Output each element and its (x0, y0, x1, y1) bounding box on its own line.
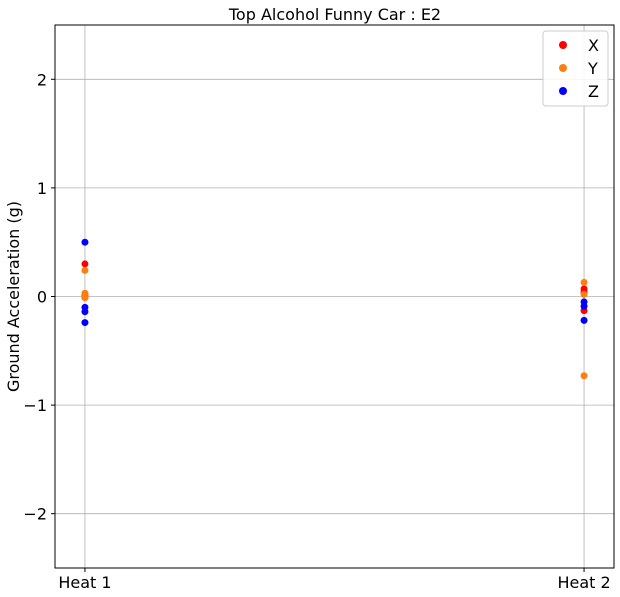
y-tick-label: 1 (37, 179, 47, 198)
point-y (580, 290, 588, 298)
legend-marker-z (559, 87, 567, 95)
point-z (81, 308, 89, 316)
point-z (580, 316, 588, 324)
axis-ticks: −2 −1 0 1 2 Heat 1 Heat 2 (23, 70, 610, 592)
legend-label-z: Z (588, 82, 599, 101)
y-axis-label: Ground Acceleration (g) (4, 201, 23, 392)
point-y (81, 294, 89, 302)
x-tick-label: Heat 2 (557, 573, 610, 592)
point-x (81, 260, 89, 268)
point-y (81, 266, 89, 274)
point-z (81, 238, 89, 246)
legend-marker-x (559, 41, 567, 49)
y-tick-label: −1 (23, 396, 47, 415)
data-points (81, 238, 588, 380)
chart-title: Top Alcohol Funny Car : E2 (228, 5, 441, 24)
point-z (580, 302, 588, 310)
legend-marker-y (559, 64, 567, 72)
y-tick-label: 0 (37, 288, 47, 307)
point-y (580, 278, 588, 286)
x-tick-label: Heat 1 (58, 573, 111, 592)
point-y (580, 372, 588, 380)
point-z (81, 319, 89, 327)
legend: X Y Z (542, 30, 609, 107)
legend-frame (542, 30, 609, 107)
legend-label-y: Y (587, 59, 598, 78)
y-tick-label: 2 (37, 70, 47, 89)
y-tick-label: −2 (23, 505, 47, 524)
legend-label-x: X (588, 36, 599, 55)
